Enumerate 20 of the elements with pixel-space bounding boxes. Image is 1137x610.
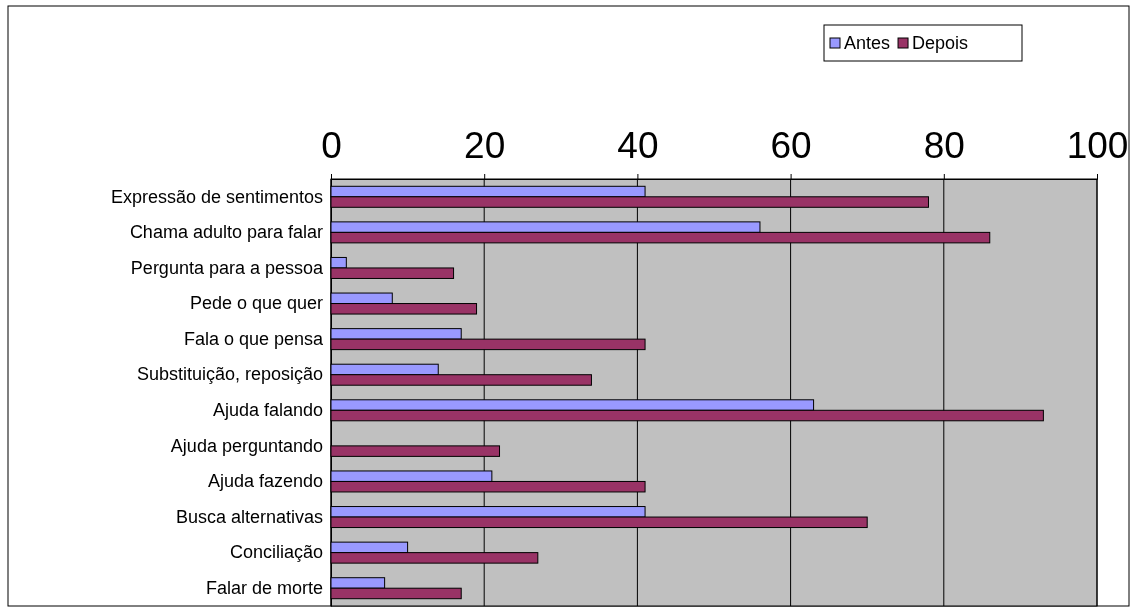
y-tick-label: Busca alternativas bbox=[175, 506, 323, 527]
legend-label: Antes bbox=[844, 33, 891, 53]
y-tick-label: Chama adulto para falar bbox=[129, 222, 323, 243]
y-tick-label: Ajuda perguntando bbox=[170, 435, 323, 456]
y-tick-label: Ajuda fazendo bbox=[207, 471, 323, 492]
y-tick-label: Substituição, reposição bbox=[136, 364, 323, 385]
legend-label: Depois bbox=[912, 33, 969, 53]
y-tick-label: Expressão de sentimentos bbox=[110, 186, 323, 207]
y-tick-label: Pergunta para a pessoa bbox=[130, 257, 324, 278]
y-tick-label: Falar de morte bbox=[205, 577, 323, 598]
y-tick-label: Ajuda falando bbox=[212, 400, 323, 421]
x-tick-label: 40 bbox=[617, 125, 659, 166]
x-tick-label: 100 bbox=[1066, 125, 1129, 166]
x-tick-label: 0 bbox=[321, 125, 342, 166]
x-tick-label: 20 bbox=[464, 125, 506, 166]
x-tick-label: 80 bbox=[923, 125, 965, 166]
y-tick-label: Conciliação bbox=[229, 542, 323, 563]
y-tick-label: Pede o que quer bbox=[189, 293, 323, 314]
y-tick-label: Fala o que pensa bbox=[183, 328, 324, 349]
x-tick-label: 60 bbox=[770, 125, 812, 166]
